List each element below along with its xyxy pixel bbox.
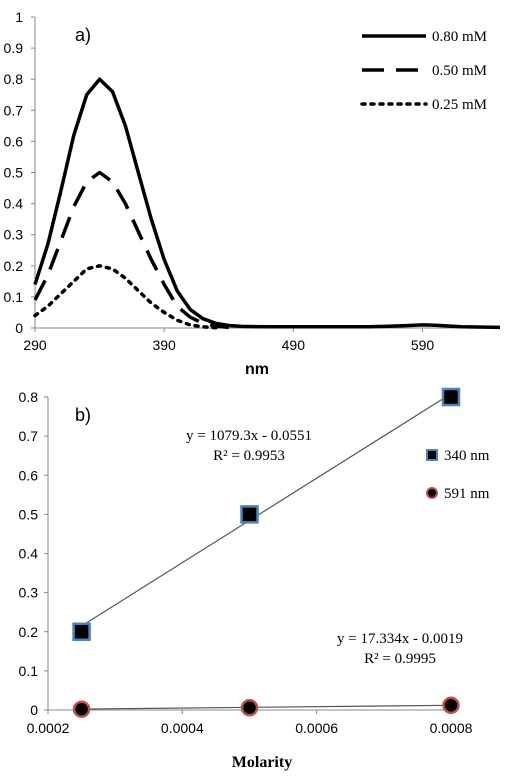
chart-a-y-tick-label: 0.8 [4,71,24,87]
chart-b-equation-340: y = 1079.3x - 0.0551 [186,428,312,444]
chart-b-trendlines [81,393,452,710]
chart-b-equation-591: y = 17.334x - 0.0019 [337,631,463,647]
chart-b-x-tick-label: 0.0002 [27,720,70,736]
chart-b-trendline-1 [81,704,452,710]
chart-b-y-tick-label: 0.5 [19,506,39,522]
chart-a-x-tick-label: 390 [152,337,176,353]
chart-b-y-tick-label: 0.3 [19,585,39,601]
chart-a-y-tick-label: 0.1 [4,289,24,305]
chart-b-panel-label: b) [75,405,91,425]
chart-a-y-tick-label: 0.7 [4,102,24,118]
chart-a-x-tick-label: 290 [23,337,47,353]
chart-b-y-tick-label: 0.4 [19,546,39,562]
chart-b-point-340 [240,505,259,524]
chart-b-r2-591: R² = 0.9995 [364,651,436,667]
chart-b-x-ticks: 0.0002 0.0004 0.0006 0.0008 [27,710,473,736]
chart-a-panel-label: a) [75,25,91,45]
chart-b-x-tick-label: 0.0006 [295,720,338,736]
chart-b-y-tick-label: 0.7 [19,428,39,444]
chart-b-legend-marker-340 [426,449,438,461]
chart-a-x-ticks: 290 390 490 590 [23,328,434,353]
chart-b-point-591 [442,696,460,715]
chart-a-y-tick-label: 0.6 [4,133,24,149]
chart-b-legend-label: 591 nm [444,486,490,502]
chart-a-y-tick-label: 0.4 [4,196,24,212]
chart-b-y-tick-label: 0 [30,702,38,718]
chart-a-y-tick-label: 0.2 [4,258,24,274]
chart-a-y-tick-label: 0.9 [4,40,24,56]
chart-b-legend: 340 nm 591 nm [426,448,490,502]
chart-b: 00.10.20.30.40.50.60.70.8 0.0002 0.0004 0.… [19,387,490,771]
chart-a-series [33,77,501,330]
chart-b-y-tick-label: 0.6 [19,467,39,483]
chart-a-x-axis-label: nm [245,361,269,378]
chart-b-points [72,387,461,718]
chart-a-legend-label: 0.50 mM [432,63,487,79]
chart-a-series-line-1 [33,170,229,330]
chart-b-x-tick-label: 0.0004 [161,720,204,736]
chart-b-y-ticks: 0 0.1 0.2 0.3 0.4 0.5 0.6 0.7 0.8 [19,389,48,718]
chart-b-y-tick-label: 0.8 [19,389,39,405]
chart-a: 0 0.1 0.2 0.3 0.4 0.5 0.6 0.7 0.8 0.9 1 290 390 490 5… [4,9,501,378]
chart-b-x-tick-label: 0.0008 [430,720,473,736]
chart-b-point-591 [72,700,91,718]
chart-b-point-340 [441,387,461,407]
chart-b-legend-marker-591 [426,487,438,499]
chart-a-y-ticks: 0 0.1 0.2 0.3 0.4 0.5 0.6 0.7 0.8 0.9 1 [4,9,35,336]
chart-a-series-line-0 [33,77,501,330]
chart-b-trendline-0 [81,393,452,627]
chart-a-legend: 0.80 mM 0.50 mM 0.25 mM [360,29,487,113]
chart-a-y-tick-label: 0.3 [4,227,24,243]
chart-a-y-tick-label: 1 [15,9,23,25]
chart-b-point-340 [72,622,91,641]
chart-a-legend-label: 0.25 mM [432,97,487,113]
chart-a-x-tick-label: 490 [282,337,306,353]
chart-b-legend-label: 340 nm [444,448,490,464]
chart-b-x-axis-label: Molarity [232,754,292,771]
chart-b-point-591 [240,698,259,717]
chart-b-r2-340: R² = 0.9953 [213,448,285,464]
chart-a-series-line-2 [33,264,218,330]
chart-a-y-tick-label: 0 [15,320,23,336]
chart-a-legend-label: 0.80 mM [432,29,487,45]
chart-a-x-tick-label: 590 [411,337,435,353]
chart-a-y-tick-label: 0.5 [4,165,24,181]
chart-b-y-tick-label: 0.2 [19,624,39,640]
chart-b-y-tick-label: 0.1 [19,663,39,679]
